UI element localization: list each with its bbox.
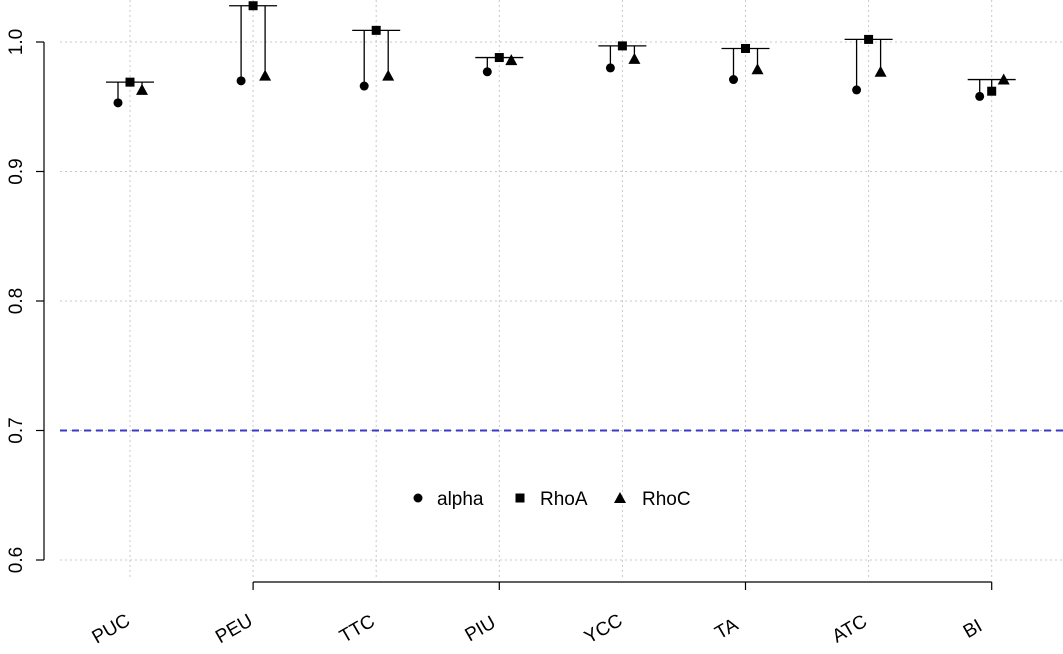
point-rhoa [248, 1, 258, 11]
legend-label-rhoc: RhoC [642, 489, 691, 510]
point-rhoc [997, 73, 1010, 85]
point-alpha [729, 75, 738, 85]
point-alpha [975, 91, 985, 101]
point-rhoa [741, 43, 750, 53]
point-alpha [236, 76, 246, 86]
y-tick-label: 0.7 [6, 417, 27, 443]
x-tick-label: BI [960, 616, 986, 643]
legend-marker-alpha [413, 493, 423, 503]
y-tick-label: 0.9 [6, 158, 27, 184]
point-alpha [852, 85, 862, 95]
legend-marker-rhoa [515, 493, 525, 503]
y-tick-label: 0.6 [6, 547, 27, 573]
point-rhoa [617, 41, 627, 51]
point-alpha [113, 98, 123, 108]
point-alpha [605, 63, 615, 73]
x-tick-label: PIU [462, 612, 500, 646]
point-alpha [359, 81, 369, 91]
point-rhoc [259, 69, 272, 81]
point-rhoc [136, 83, 148, 95]
point-rhoa [371, 25, 381, 35]
y-tick-label: 0.8 [6, 288, 27, 314]
x-tick-label: ATC [829, 611, 871, 647]
point-rhoa [987, 86, 997, 96]
y-tick-label: 1.0 [6, 29, 27, 55]
point-rhoc [628, 52, 641, 64]
point-rhoc [874, 65, 887, 77]
x-tick-label: TTC [336, 611, 378, 648]
x-tick-label: PUC [89, 610, 134, 648]
legend-label-rhoa: RhoA [540, 489, 588, 510]
point-rhoa [494, 53, 504, 63]
x-tick-label: YCC [581, 610, 626, 648]
legend-marker-rhoc [614, 492, 626, 503]
point-rhoc [505, 54, 518, 66]
x-tick-label: PEU [212, 610, 256, 648]
point-rhoc [382, 69, 395, 81]
point-rhoa [864, 34, 874, 44]
legend-label-alpha: alpha [437, 489, 484, 510]
point-alpha [482, 67, 492, 77]
x-tick-label: TA [712, 614, 743, 644]
point-rhoc [751, 63, 764, 75]
point-rhoa [125, 77, 135, 87]
